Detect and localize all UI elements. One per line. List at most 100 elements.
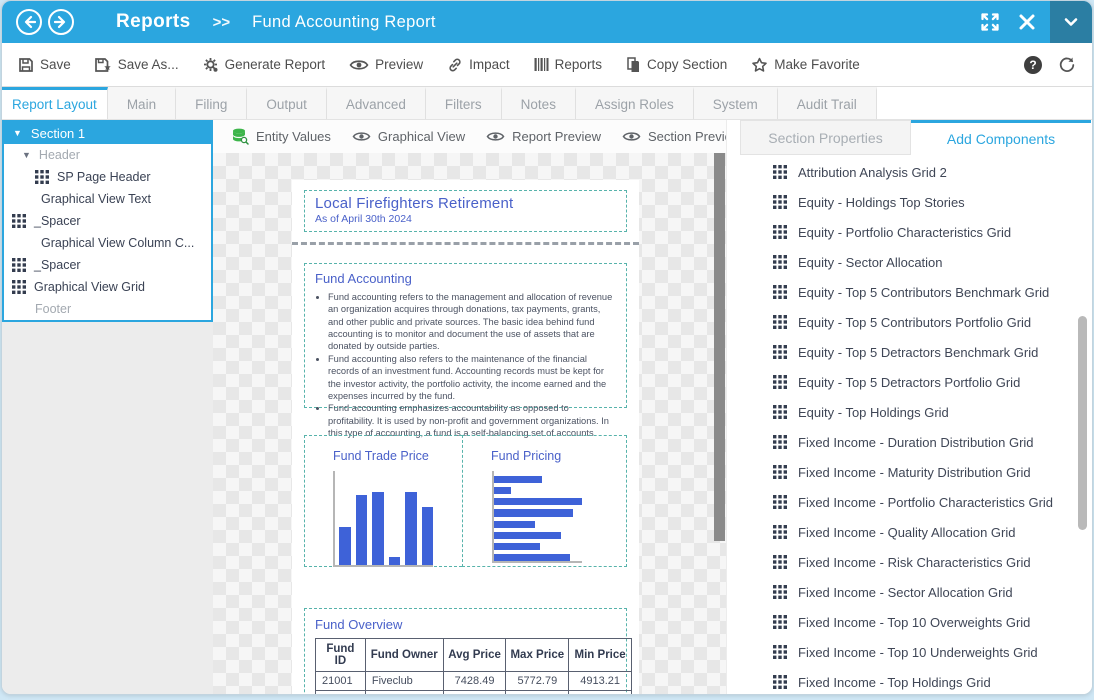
tab-system[interactable]: System <box>693 87 778 119</box>
main-tab-bar: Report Layout Main Filing Output Advance… <box>2 87 1092 120</box>
chart-bar <box>372 491 384 565</box>
component-list-item[interactable]: Fixed Income - Top Holdings Grid <box>727 667 1092 694</box>
make-favorite-button[interactable]: Make Favorite <box>751 57 860 73</box>
tab-output[interactable]: Output <box>247 87 327 119</box>
component-list-item[interactable]: Equity - Portfolio Characteristics Grid <box>727 217 1092 247</box>
tree-section-header[interactable]: ▼ Section 1 <box>4 122 211 144</box>
graphical-view-button[interactable]: Graphical View <box>352 129 465 144</box>
forward-button[interactable] <box>48 9 74 35</box>
grid-icon <box>773 435 787 449</box>
grid-icon <box>773 555 787 569</box>
save-button[interactable]: Save <box>18 57 71 73</box>
tab-main[interactable]: Main <box>107 87 177 119</box>
component-label: Equity - Portfolio Characteristics Grid <box>798 224 1012 240</box>
tab-filters[interactable]: Filters <box>425 87 502 119</box>
component-list-item[interactable]: Fixed Income - Risk Characteristics Grid <box>727 547 1092 577</box>
tree-item-sp-page-header[interactable]: SP Page Header <box>4 166 211 188</box>
refresh-icon[interactable] <box>1058 56 1076 74</box>
preview-button[interactable]: Preview <box>349 57 423 72</box>
eye-icon <box>352 130 371 143</box>
copy-icon <box>626 56 641 73</box>
component-list-item[interactable]: Fixed Income - Top 10 Underweights Grid <box>727 637 1092 667</box>
component-list-item[interactable]: Equity - Top 5 Contributors Benchmark Gr… <box>727 277 1092 307</box>
component-list-item[interactable]: Fixed Income - Duration Distribution Gri… <box>727 427 1092 457</box>
grid-component[interactable]: Fund Overview Fund ID Fund Owner Avg Pri… <box>304 608 632 694</box>
grid-icon <box>773 345 787 359</box>
report-preview-button[interactable]: Report Preview <box>486 129 601 144</box>
expand-icon[interactable] <box>980 12 1000 32</box>
chart-title: Fund Pricing <box>491 449 562 463</box>
tree-item-spacer-1[interactable]: _Spacer <box>4 210 211 232</box>
component-label: Fixed Income - Top 10 Underweights Grid <box>798 644 1038 660</box>
component-list-item[interactable]: Equity - Holdings Top Stories <box>727 187 1092 217</box>
generate-report-button[interactable]: Generate Report <box>203 57 325 73</box>
grid-icon <box>773 495 787 509</box>
entity-values-button[interactable]: Entity Values <box>232 128 331 145</box>
tree-item-graphical-view-grid[interactable]: Graphical View Grid <box>4 276 211 298</box>
component-label: Fixed Income - Top Holdings Grid <box>798 674 991 690</box>
tab-report-layout[interactable]: Report Layout <box>2 87 108 119</box>
design-canvas: Local Firefighters Retirement As of Apri… <box>213 153 726 694</box>
tab-advanced[interactable]: Advanced <box>326 87 426 119</box>
table-header-row: Fund ID Fund Owner Avg Price Max Price M… <box>315 638 632 672</box>
copy-section-button[interactable]: Copy Section <box>626 56 727 73</box>
reports-button[interactable]: Reports <box>534 57 602 72</box>
section-preview-button[interactable]: Section Preview <box>622 129 741 144</box>
caret-down-icon: ▼ <box>22 149 31 160</box>
grid-icon <box>773 585 787 599</box>
grid-icon <box>35 170 49 184</box>
page-header-component[interactable]: Local Firefighters Retirement As of Apri… <box>304 190 627 232</box>
component-label: Fixed Income - Duration Distribution Gri… <box>798 434 1034 450</box>
grid-icon <box>773 315 787 329</box>
component-list-item[interactable]: Fixed Income - Maturity Distribution Gri… <box>727 457 1092 487</box>
canvas-scrollbar[interactable] <box>714 153 725 541</box>
components-scrollbar[interactable] <box>1078 316 1087 530</box>
component-list-item[interactable]: Equity - Sector Allocation <box>727 247 1092 277</box>
eye-icon <box>622 130 641 143</box>
component-label: Equity - Holdings Top Stories <box>798 194 965 210</box>
help-icon[interactable]: ? <box>1024 55 1042 74</box>
tab-section-properties[interactable]: Section Properties <box>740 120 911 155</box>
component-label: Fixed Income - Top 10 Overweights Grid <box>798 614 1031 630</box>
save-as-icon <box>94 57 112 73</box>
component-list-item[interactable]: Equity - Top 5 Detractors Portfolio Grid <box>727 367 1092 397</box>
bar-chart-component[interactable]: Fund Trade Price <box>304 435 462 567</box>
preview-toolbar: Entity Values Graphical View Report Prev… <box>213 120 741 153</box>
panel-collapse-button[interactable] <box>1050 1 1092 43</box>
tree-item-graphical-view-column[interactable]: Graphical View Column C... <box>41 236 195 250</box>
component-label: Fixed Income - Risk Characteristics Grid <box>798 554 1031 570</box>
save-as-button[interactable]: Save As... <box>94 57 179 73</box>
component-label: Fixed Income - Portfolio Characteristics… <box>798 494 1054 510</box>
tree-item-spacer-2[interactable]: _Spacer <box>4 254 211 276</box>
component-list-item[interactable]: Fixed Income - Sector Allocation Grid <box>727 577 1092 607</box>
component-list-item[interactable]: Equity - Top 5 Detractors Benchmark Grid <box>727 337 1092 367</box>
back-icon <box>22 15 36 29</box>
tab-notes[interactable]: Notes <box>501 87 576 119</box>
tab-filing[interactable]: Filing <box>176 87 248 119</box>
hbar-chart-component[interactable]: Fund Pricing <box>462 435 627 567</box>
eye-icon <box>349 58 369 72</box>
tree-item-footer[interactable]: Footer <box>35 302 72 316</box>
component-list-item[interactable]: Fixed Income - Quality Allocation Grid <box>727 517 1092 547</box>
close-icon[interactable] <box>1018 13 1036 31</box>
component-list-item[interactable]: Fixed Income - Top 10 Overweights Grid <box>727 607 1092 637</box>
impact-button[interactable]: Impact <box>447 57 510 73</box>
tab-assign-roles[interactable]: Assign Roles <box>575 87 694 119</box>
chart-bar <box>494 531 561 539</box>
component-list-item[interactable]: Equity - Top 5 Contributors Portfolio Gr… <box>727 307 1092 337</box>
tab-audit-trail[interactable]: Audit Trail <box>777 87 877 119</box>
grid-icon <box>773 375 787 389</box>
component-list-item[interactable]: Attribution Analysis Grid 2 <box>727 157 1092 187</box>
tree-item-header[interactable]: ▼ Header <box>22 148 80 162</box>
tree-item-graphical-view-text[interactable]: Graphical View Text <box>41 192 152 206</box>
component-label: Equity - Top 5 Contributors Benchmark Gr… <box>798 284 1050 300</box>
text-component[interactable]: Fund Accounting Fund accounting refers t… <box>304 263 627 438</box>
component-list-item[interactable]: Fixed Income - Portfolio Characteristics… <box>727 487 1092 517</box>
chart-bar <box>494 553 570 561</box>
tab-add-components[interactable]: Add Components <box>911 120 1091 155</box>
grid-icon <box>773 465 787 479</box>
star-icon <box>751 57 768 73</box>
component-list-item[interactable]: Equity - Top Holdings Grid <box>727 397 1092 427</box>
back-button[interactable] <box>16 9 42 35</box>
grid-icon <box>773 165 787 179</box>
